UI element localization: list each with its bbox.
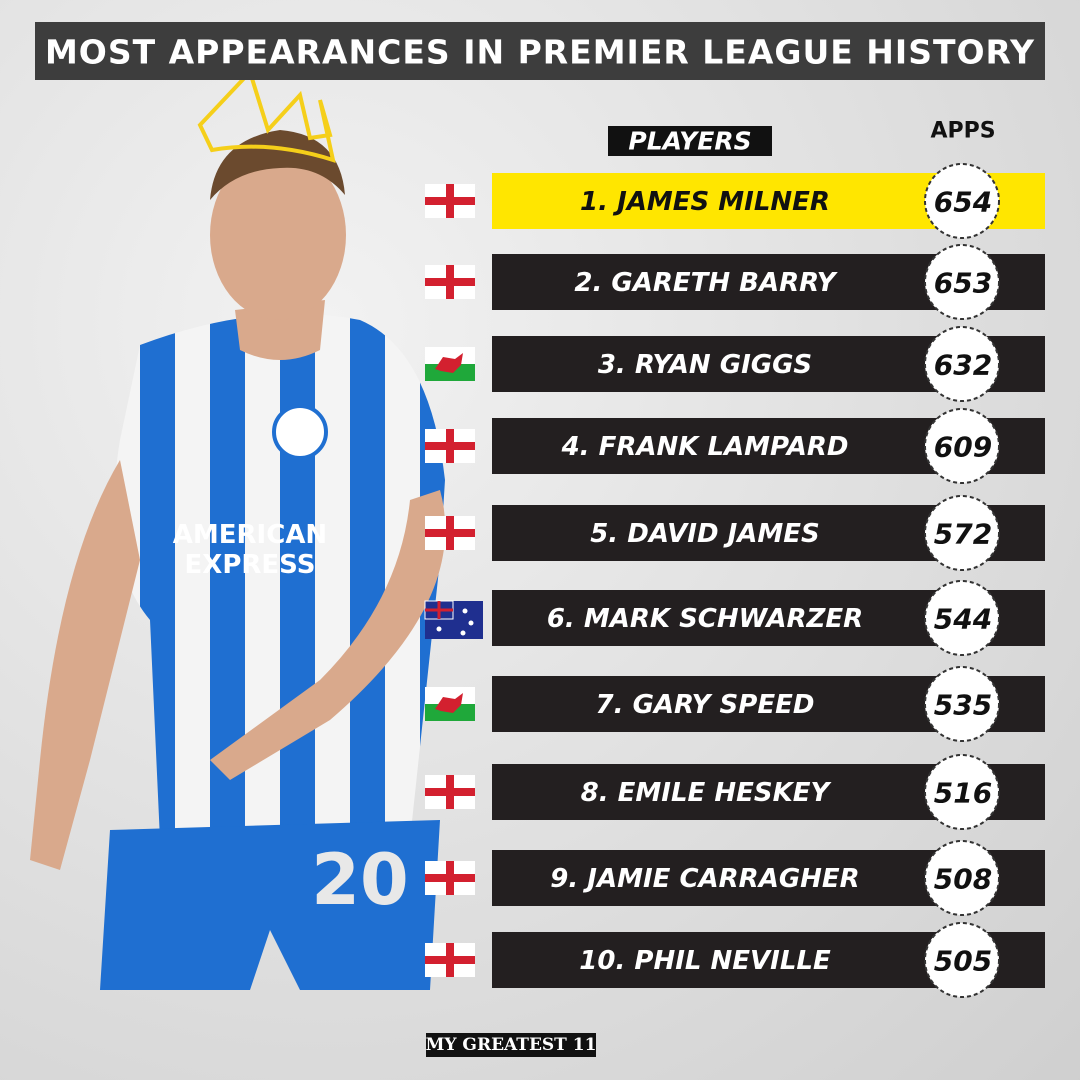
apps-badge [924, 754, 1000, 830]
apps-badge [924, 840, 1000, 916]
flag-star [436, 626, 442, 632]
player-name: 3. RYAN GIGGS [598, 350, 812, 380]
player-name: 1. JAMES MILNER [580, 187, 830, 217]
apps-badge [924, 922, 1000, 998]
flag [425, 516, 475, 550]
flag-top [425, 347, 475, 364]
row: 5. DAVID JAMES 572 [425, 495, 1045, 571]
apps-header: APPS [930, 119, 995, 144]
apps-value: 572 [934, 518, 992, 551]
credit-bg [426, 1033, 596, 1057]
flag [425, 184, 475, 218]
apps-badge [924, 666, 1000, 742]
row: 2. GARETH BARRY 653 [425, 244, 1045, 320]
row: 4. FRANK LAMPARD 609 [425, 408, 1045, 484]
apps-value: 654 [934, 186, 992, 219]
apps-value: 632 [934, 349, 992, 382]
players-header: PLAYERS [628, 127, 751, 156]
title: MOST APPEARANCES IN PREMIER LEAGUE HISTO… [45, 33, 1035, 72]
apps-value: 609 [934, 431, 992, 464]
apps-value: 508 [934, 863, 992, 896]
svg-text:EXPRESS: EXPRESS [185, 550, 316, 580]
row: 9. JAMIE CARRAGHER 508 [425, 840, 1045, 916]
player-name: 4. FRANK LAMPARD [561, 432, 849, 462]
credit: MY GREATEST 11 [426, 1035, 597, 1055]
row: 8. EMILE HESKEY 516 [425, 754, 1045, 830]
flag [425, 687, 475, 721]
apps-value: 653 [934, 267, 992, 300]
flag-dragon [435, 693, 463, 713]
apps-badge [924, 163, 1000, 239]
apps-value: 505 [934, 945, 992, 978]
player-name: 8. EMILE HESKEY [581, 778, 833, 808]
player-name: 10. PHIL NEVILLE [579, 946, 831, 976]
flag-cross [425, 874, 475, 882]
flag [425, 265, 475, 299]
apps-badge [924, 580, 1000, 656]
apps-badge [924, 408, 1000, 484]
players-header-bg [608, 126, 772, 156]
flag [425, 347, 475, 381]
player-name: 7. GARY SPEED [596, 690, 815, 720]
flag-top [425, 687, 475, 704]
flag-star [468, 620, 474, 626]
flag-cross [425, 788, 475, 796]
apps-badge [924, 244, 1000, 320]
apps-value: 544 [934, 603, 992, 636]
flag [425, 429, 475, 463]
flag-cross [425, 956, 475, 964]
apps-value: 535 [934, 689, 992, 722]
row: 7. GARY SPEED 535 [425, 666, 1045, 742]
row: 3. RYAN GIGGS 632 [425, 326, 1045, 402]
flag-cross [425, 529, 475, 537]
player-name: 2. GARETH BARRY [574, 268, 838, 298]
player-name: 5. DAVID JAMES [590, 519, 820, 549]
row: 10. PHIL NEVILLE 505 [425, 922, 1045, 998]
flag [425, 943, 475, 977]
flag-dragon [435, 353, 463, 373]
flag [424, 600, 483, 639]
apps-value: 516 [934, 777, 992, 810]
player-name: 9. JAMIE CARRAGHER [550, 864, 859, 894]
flag-cross [425, 442, 475, 450]
flag [425, 861, 475, 895]
title-bar [35, 22, 1045, 80]
row: 1. JAMES MILNER 654 [425, 163, 1045, 239]
flag-star [462, 608, 468, 614]
row: 6. MARK SCHWARZER 544 [424, 580, 1045, 656]
apps-badge [924, 326, 1000, 402]
player-name: 6. MARK SCHWARZER [547, 604, 863, 634]
apps-badge [924, 495, 1000, 571]
svg-text:AMERICAN: AMERICAN [173, 520, 327, 550]
svg-text:20: 20 [311, 839, 408, 921]
flag [425, 775, 475, 809]
flag-star [460, 630, 466, 636]
rows: 1. JAMES MILNER 654 2. GARETH BARRY 653 3. R… [424, 163, 1045, 998]
flag-cross [425, 278, 475, 286]
flag-cross [425, 197, 475, 205]
player-figure: AMERICAN EXPRESS 20 [30, 68, 446, 990]
